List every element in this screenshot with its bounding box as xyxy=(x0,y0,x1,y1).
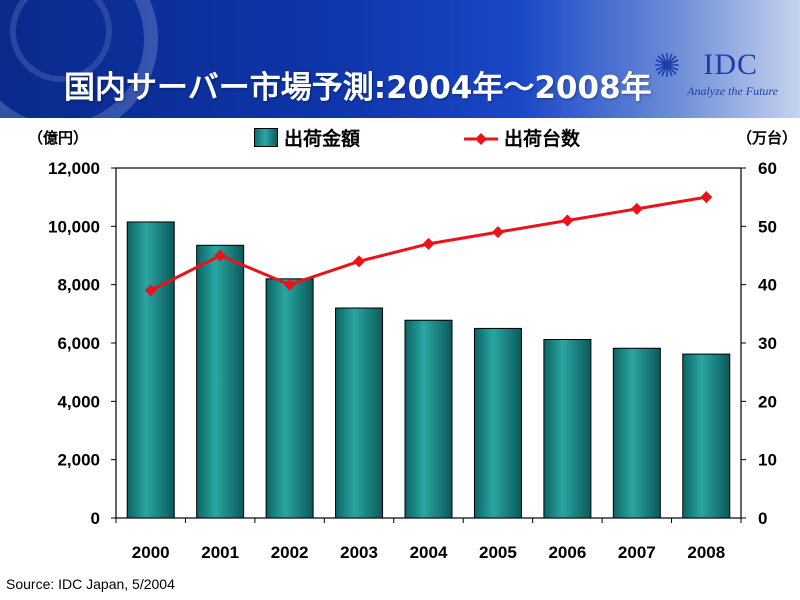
x-tick-label: 2004 xyxy=(410,543,448,562)
legend-item-line: 出荷台数 xyxy=(464,124,580,151)
bar xyxy=(404,319,453,519)
logo-text: IDC xyxy=(703,48,758,81)
legend-line-label: 出荷台数 xyxy=(504,128,581,150)
bar xyxy=(335,307,384,519)
x-tick-label: 2006 xyxy=(548,543,586,562)
x-tick-label: 2007 xyxy=(618,543,656,562)
legend-line-swatch xyxy=(464,133,498,145)
x-tick-label: 2008 xyxy=(687,543,725,562)
decorative-circle xyxy=(10,0,112,82)
page-title: 国内サーバー市場予測:2004年～2008年 xyxy=(64,70,652,106)
right-tick-label: 40 xyxy=(758,276,777,295)
bar xyxy=(473,327,522,519)
right-tick-label: 50 xyxy=(758,217,777,236)
line-point xyxy=(491,226,504,239)
left-tick-label: 12,000 xyxy=(48,159,100,178)
x-tick-label: 2003 xyxy=(340,543,378,562)
left-tick-label: 2,000 xyxy=(57,451,100,470)
line-point xyxy=(700,191,713,204)
line-point xyxy=(561,214,574,227)
left-tick-label: 8,000 xyxy=(57,276,100,295)
left-tick-label: 6,000 xyxy=(57,334,100,353)
legend-bar-swatch xyxy=(254,128,278,147)
legend-item-bar: 出荷金額 xyxy=(254,124,360,151)
x-tick-label: 2005 xyxy=(479,543,517,562)
line-point xyxy=(214,249,227,262)
idc-logo: IDC Analyze the Future xyxy=(650,46,780,106)
line-point xyxy=(144,284,157,297)
right-tick-label: 10 xyxy=(758,451,777,470)
left-tick-label: 0 xyxy=(91,509,100,528)
right-tick-label: 20 xyxy=(758,392,777,411)
line-point xyxy=(630,202,643,215)
x-tick-label: 2002 xyxy=(271,543,309,562)
x-tick-label: 2001 xyxy=(201,543,239,562)
logo-tagline: Analyze the Future xyxy=(687,84,778,98)
bar xyxy=(196,244,245,519)
line-point xyxy=(353,255,366,268)
right-tick-label: 0 xyxy=(758,509,767,528)
bar xyxy=(612,347,661,519)
right-tick-label: 30 xyxy=(758,334,777,353)
bar xyxy=(126,221,175,519)
line-point xyxy=(283,278,296,291)
bar xyxy=(543,339,592,519)
legend-bar-label: 出荷金額 xyxy=(284,128,361,150)
right-axis-unit: （万台） xyxy=(737,129,798,147)
left-axis-unit: （億円） xyxy=(28,129,89,147)
title-banner: 国内サーバー市場予測:2004年～2008年 IDC Analyze the F… xyxy=(0,0,800,118)
right-tick-label: 60 xyxy=(758,159,777,178)
bar xyxy=(682,353,731,519)
logo-burst-icon xyxy=(655,53,679,77)
left-tick-label: 10,000 xyxy=(48,217,100,236)
source-note: Source: IDC Japan, 5/2004 xyxy=(6,576,175,592)
bar xyxy=(265,278,314,519)
line-point xyxy=(422,237,435,250)
left-tick-label: 4,000 xyxy=(57,392,100,411)
x-tick-label: 2000 xyxy=(132,543,170,562)
